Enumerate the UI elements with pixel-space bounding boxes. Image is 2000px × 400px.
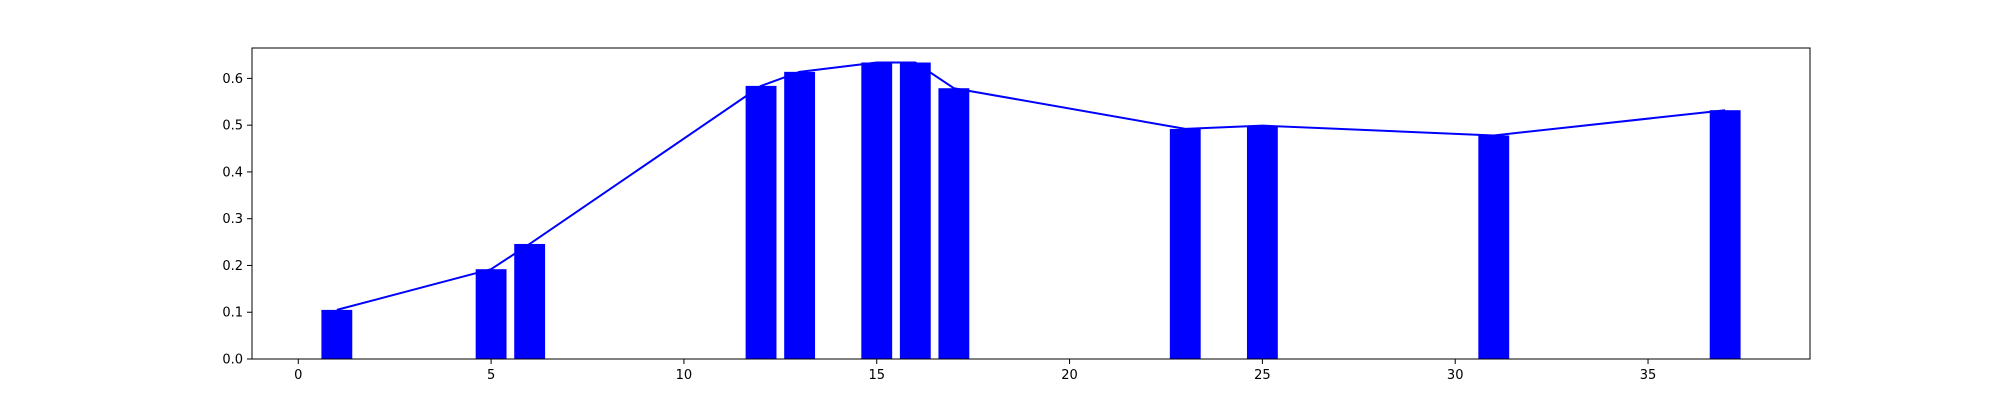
x-tick-label: 0: [294, 368, 302, 383]
x-axis: 0 5 10 15 20 25 30 35: [294, 359, 1656, 383]
y-tick-label: 0.1: [222, 306, 243, 321]
bar: [321, 309, 353, 359]
bar: [1169, 128, 1201, 359]
bar: [514, 243, 546, 359]
y-tick-label: 0.3: [222, 212, 243, 227]
x-tick-label: 20: [1061, 368, 1078, 383]
x-tick-label: 25: [1254, 368, 1271, 383]
x-tick-label: 35: [1640, 368, 1657, 383]
x-tick-label: 30: [1447, 368, 1464, 383]
line-layer: [336, 61, 1726, 311]
y-tick-label: 0.5: [222, 119, 243, 134]
bar: [1246, 125, 1278, 359]
bar: [938, 88, 970, 360]
bar: [899, 62, 931, 360]
series-line: [336, 61, 1726, 311]
y-tick-label: 0.2: [222, 259, 243, 274]
bars-layer: [321, 62, 1741, 360]
plot-frame: [251, 47, 1811, 360]
y-tick-label: 0.6: [222, 72, 243, 87]
bar: [745, 85, 777, 360]
y-tick-label: 0.4: [222, 165, 243, 180]
bar: [475, 269, 507, 359]
x-tick-label: 15: [868, 368, 885, 383]
x-tick-label: 10: [676, 368, 693, 383]
bar: [861, 62, 893, 360]
x-tick-label: 5: [487, 368, 495, 383]
y-axis: 0.0 0.1 0.2 0.3 0.4 0.5 0.6: [222, 72, 252, 368]
bar: [1478, 135, 1510, 359]
bar: [1709, 110, 1741, 359]
bar: [784, 71, 816, 359]
y-tick-label: 0.0: [222, 353, 243, 368]
